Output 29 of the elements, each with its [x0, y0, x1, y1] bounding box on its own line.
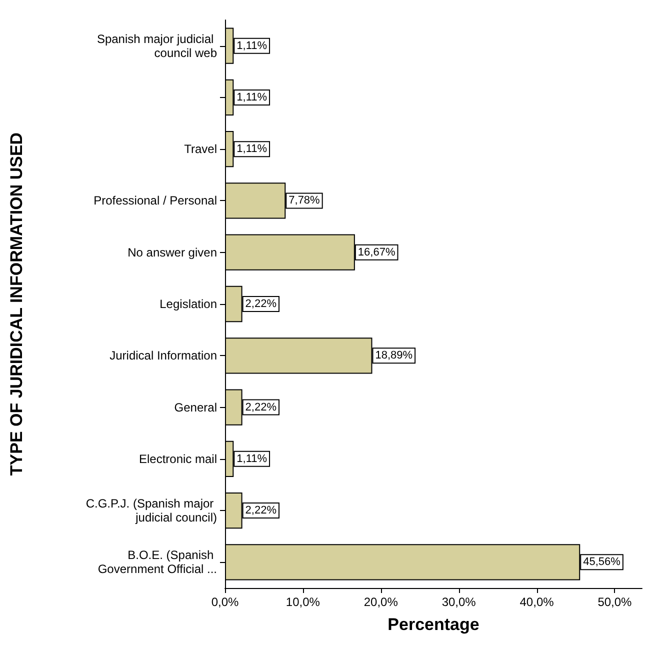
y-tick-label: C.G.P.J. (Spanish major judicial council)	[86, 496, 217, 525]
data-label: 1,11%	[236, 143, 268, 156]
y-tick-label: B.O.E. (Spanish Government Official ...	[98, 548, 217, 576]
y-tick-label: No answer given	[128, 245, 217, 260]
data-label: 7,78%	[288, 194, 320, 207]
data-label: 18,89%	[375, 350, 413, 362]
x-tick-label: 40,0%	[520, 595, 554, 609]
y-tick-label: Travel	[184, 142, 217, 156]
data-label: 1,11%	[236, 91, 268, 104]
y-tick-label: Juridical Information	[110, 348, 217, 363]
y-tick-label: Legislation	[160, 297, 217, 311]
y-tick-label: Professional / Personal	[94, 194, 217, 208]
y-tick-label: Electronic mail	[138, 452, 217, 466]
x-tick-label: 30,0%	[442, 595, 476, 609]
x-tick-label: 10,0%	[286, 595, 320, 609]
data-label: 2,22%	[245, 298, 277, 310]
data-label: 16,67%	[358, 246, 396, 258]
x-tick-label: 20,0%	[364, 595, 398, 609]
x-axis-title: Percentage	[388, 615, 480, 634]
x-tick-label: 50,0%	[598, 595, 632, 609]
data-label: 2,22%	[245, 504, 277, 517]
y-axis-title: TYPE OF JURIDICAL INFORMATION USED	[7, 132, 26, 476]
data-label: 1,11%	[236, 40, 268, 52]
data-label: 45,56%	[583, 556, 621, 568]
y-tick-label: General	[174, 400, 217, 414]
x-tick-label: 0,0%	[211, 595, 239, 609]
data-label: 2,22%	[245, 401, 277, 414]
y-tick-label: Spanish major judicial council web	[96, 32, 218, 60]
data-label: 1,11%	[236, 452, 268, 465]
